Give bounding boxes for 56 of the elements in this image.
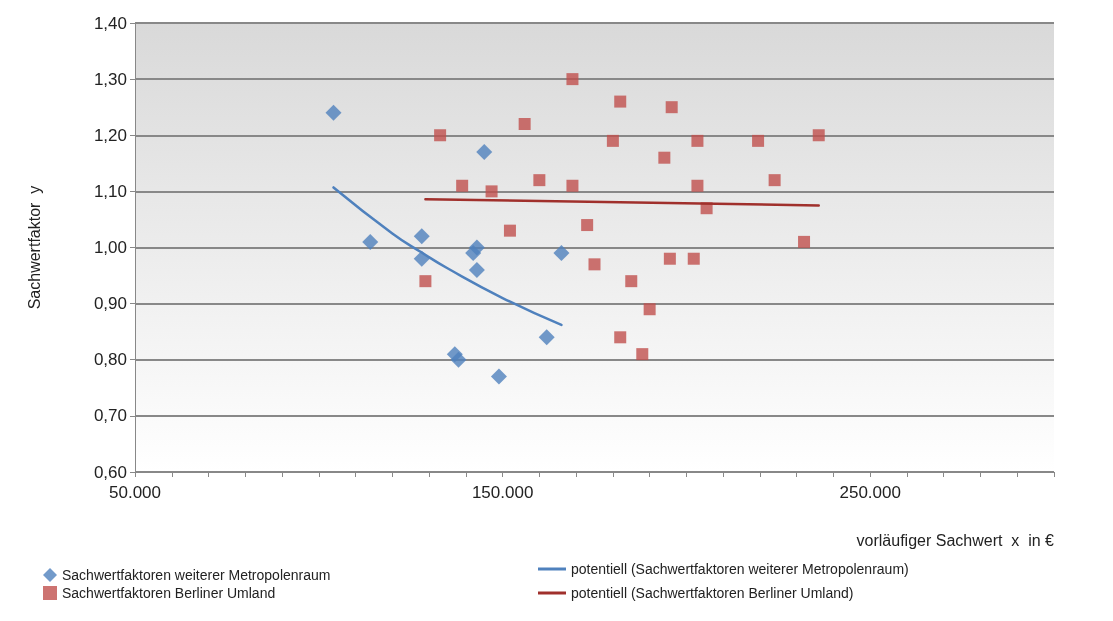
legend-label: potentiell (Sachwertfaktoren Berliner Umland) <box>571 585 854 601</box>
y-tick-label: 1,20 <box>93 125 127 145</box>
point <box>490 368 507 385</box>
point <box>665 101 678 114</box>
point <box>636 348 649 361</box>
y-tick-label: 1,30 <box>93 69 127 89</box>
point <box>450 351 467 368</box>
point <box>588 258 601 271</box>
point <box>476 144 493 161</box>
y-tick-label: 1,00 <box>93 238 127 257</box>
x-tick-label: 150.000 <box>471 483 534 502</box>
point <box>606 134 619 147</box>
point <box>538 329 555 346</box>
point <box>413 228 430 245</box>
point <box>625 275 638 288</box>
point <box>768 174 781 187</box>
legend-label: Sachwertfaktoren weiterer Metropolenraum <box>62 567 331 583</box>
point <box>658 151 671 164</box>
x-tick-label: 50.000 <box>109 483 161 502</box>
x-axis-title: vorläufiger Sachwert x in € <box>856 531 1055 549</box>
y-tick-label: 0,80 <box>93 350 127 370</box>
point <box>485 185 498 198</box>
point <box>614 331 627 344</box>
x-tick-label: 250.000 <box>839 483 901 502</box>
point <box>691 179 704 192</box>
point <box>553 245 570 262</box>
point <box>362 233 379 250</box>
point <box>643 303 656 316</box>
point <box>798 235 811 248</box>
y-tick-label: 1,10 <box>93 181 127 201</box>
point <box>566 73 579 86</box>
point <box>503 224 516 237</box>
point <box>434 129 447 142</box>
point <box>663 252 676 265</box>
point <box>752 134 765 147</box>
point <box>419 275 432 288</box>
legend-label: potentiell (Sachwertfaktoren weiterer Metropolenraum) <box>571 561 909 577</box>
point <box>518 118 531 131</box>
point <box>812 129 825 142</box>
y-tick-label: 1,40 <box>93 13 127 33</box>
point <box>687 252 700 265</box>
y-axis-title: Sachwertfaktor y <box>25 185 43 310</box>
point <box>456 179 469 192</box>
y-tick-label: 0,70 <box>93 406 127 426</box>
point <box>614 95 627 108</box>
point <box>533 174 546 187</box>
point <box>468 239 485 256</box>
point <box>691 134 704 147</box>
point <box>566 179 579 192</box>
y-tick-label: 0,60 <box>93 462 127 482</box>
point <box>468 261 485 278</box>
point <box>325 104 342 121</box>
legend-label: Sachwertfaktoren Berliner Umland <box>62 585 276 601</box>
point <box>581 219 594 232</box>
line-series <box>332 186 563 327</box>
y-tick-label: 0,90 <box>93 294 127 314</box>
